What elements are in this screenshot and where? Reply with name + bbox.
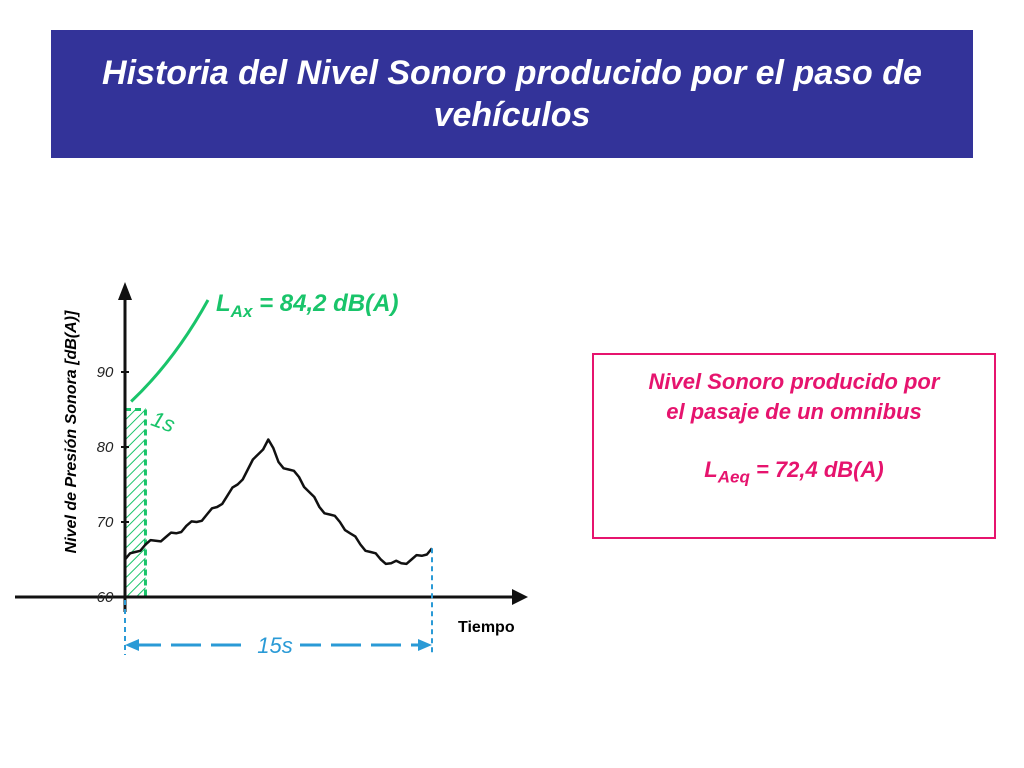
span-arrow-right bbox=[418, 639, 432, 651]
series-line bbox=[124, 438, 433, 566]
laeq-sub: Aeq bbox=[717, 467, 750, 487]
y-tick-label-80: 80 bbox=[97, 439, 114, 456]
page-title: Historia del Nivel Sonoro producido por … bbox=[102, 54, 922, 134]
y-axis-label: Nivel de Presión Sonora [dB(A)] bbox=[63, 310, 80, 554]
lax-prefix: L bbox=[216, 290, 231, 317]
y-tick-label-70: 70 bbox=[97, 514, 114, 531]
y-tick-label-60: 60 bbox=[97, 589, 114, 606]
x-axis-label: Tiempo bbox=[458, 619, 515, 636]
lax-annotation: LAx = 84,2 dB(A) bbox=[216, 290, 398, 322]
x-axis-arrow bbox=[512, 589, 528, 605]
title-bar: Historia del Nivel Sonoro producido por … bbox=[51, 30, 973, 158]
laeq-suffix: = 72,4 dB(A) bbox=[749, 457, 884, 482]
lax-sub: Ax bbox=[230, 301, 253, 321]
span-label-bg bbox=[250, 631, 300, 659]
duration-15s-label: 15s bbox=[257, 633, 292, 658]
y-axis-arrow bbox=[118, 282, 132, 300]
info-line-2: el pasaje de un omnibus bbox=[666, 399, 922, 424]
lax-leader-curve bbox=[130, 299, 210, 403]
lax-hatched-area bbox=[125, 409, 146, 597]
info-line-1: Nivel Sonoro producido por bbox=[648, 369, 940, 394]
info-box: Nivel Sonoro producido por el pasaje de … bbox=[592, 353, 996, 539]
lax-suffix: = 84,2 dB(A) bbox=[252, 290, 399, 317]
laeq-prefix: L bbox=[704, 457, 718, 482]
laeq-value: LAeq = 72,4 dB(A) bbox=[594, 455, 994, 492]
duration-1s-label: 1s bbox=[148, 406, 178, 437]
span-arrow-left bbox=[125, 639, 139, 651]
y-tick-label-90: 90 bbox=[97, 364, 114, 381]
